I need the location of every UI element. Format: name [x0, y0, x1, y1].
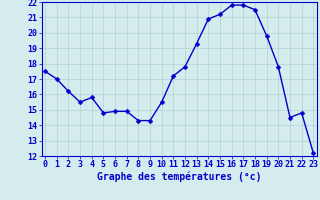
X-axis label: Graphe des températures (°c): Graphe des températures (°c)	[97, 172, 261, 182]
